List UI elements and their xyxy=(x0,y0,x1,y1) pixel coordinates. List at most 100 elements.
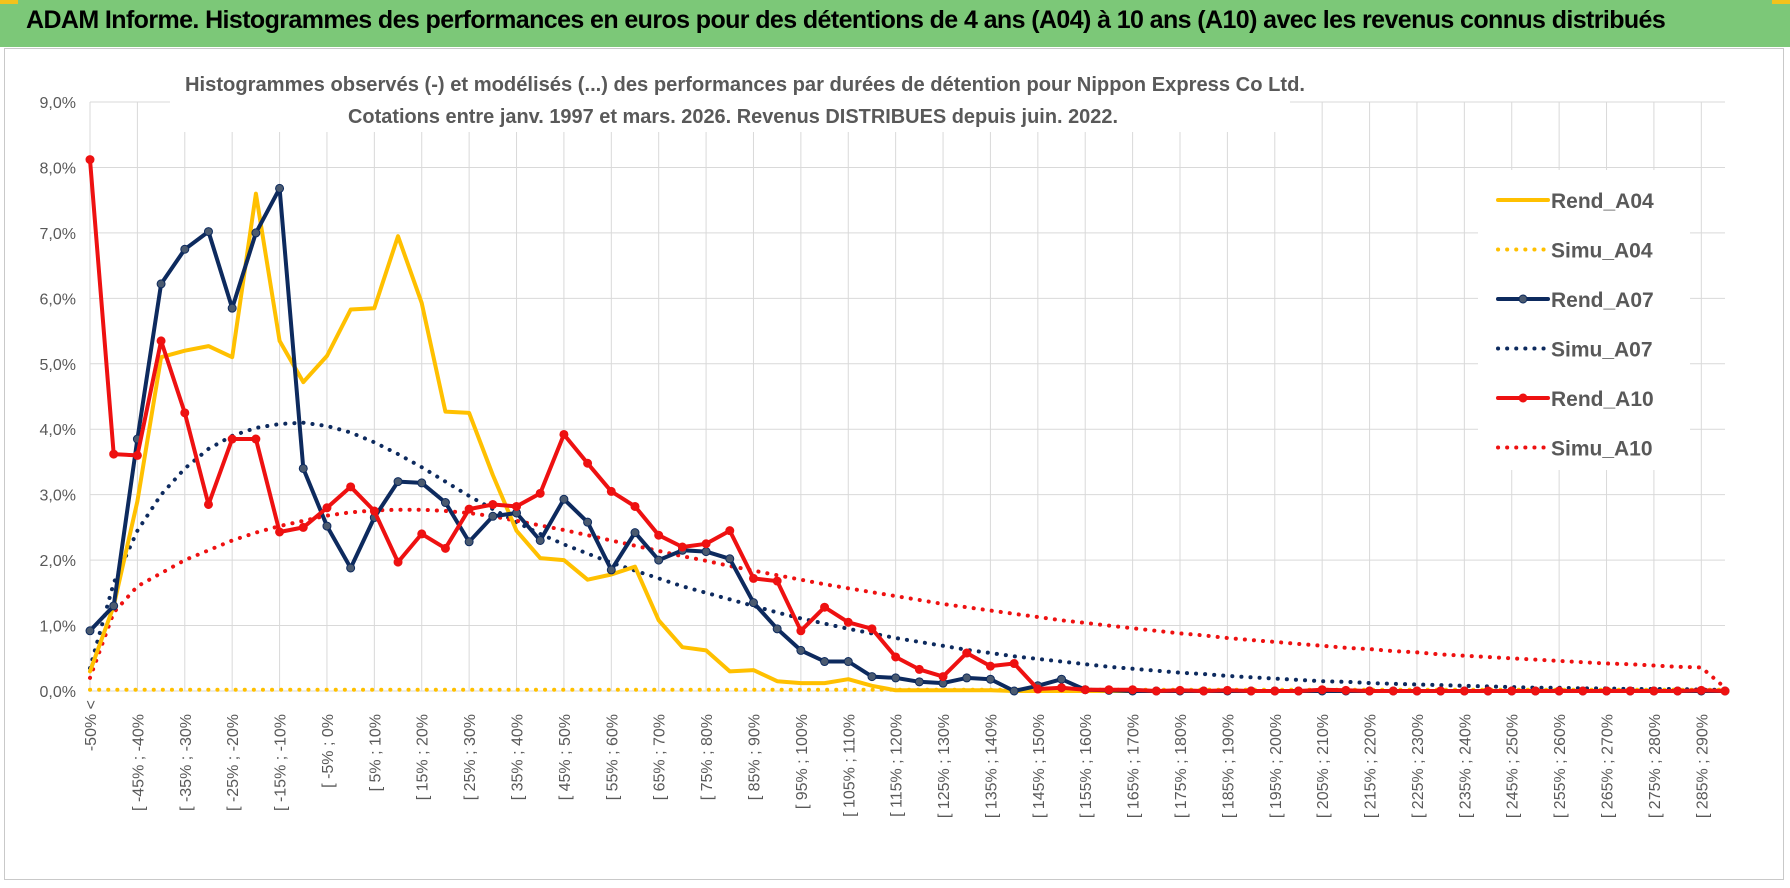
data-point xyxy=(1341,685,1351,695)
data-point xyxy=(820,657,830,667)
data-point xyxy=(1554,686,1564,696)
data-point xyxy=(701,539,711,549)
x-tick-label: [ -15% ; -10% xyxy=(273,714,290,811)
data-point xyxy=(772,576,782,586)
x-tick-label: [ 25% ; 30% xyxy=(462,714,479,800)
y-tick-label: 3,0% xyxy=(40,488,76,505)
data-point xyxy=(559,429,569,439)
data-point xyxy=(132,450,142,460)
data-point xyxy=(1199,686,1209,696)
data-point xyxy=(1436,686,1446,696)
chart-legend: Rend_A04 Simu_A04 Rend_A07 Simu_A07 Rend_A10… xyxy=(1478,170,1690,470)
data-point xyxy=(820,602,830,612)
x-tick-label: [ 155% ; 160% xyxy=(1078,714,1095,818)
x-tick-label: [ 205% ; 210% xyxy=(1315,714,1332,818)
data-point xyxy=(251,228,261,238)
data-point xyxy=(464,504,474,514)
data-point xyxy=(417,478,427,488)
x-tick-label: [ 215% ; 220% xyxy=(1363,714,1380,818)
data-point xyxy=(1293,686,1303,696)
data-point xyxy=(203,227,213,237)
data-point xyxy=(725,554,735,564)
x-tick-label: [ 85% ; 90% xyxy=(746,714,763,800)
x-tick-label: [ 55% ; 60% xyxy=(604,714,621,800)
data-point xyxy=(512,501,522,511)
x-tick-label: [ 275% ; 280% xyxy=(1647,714,1664,818)
data-point xyxy=(1009,659,1019,669)
data-point xyxy=(583,458,593,468)
legend-label-simu_a04: Simu_A04 xyxy=(1551,240,1653,263)
data-point xyxy=(630,528,640,538)
x-tick-label: -50% < xyxy=(83,700,100,751)
x-tick-label: [ 115% ; 120% xyxy=(889,714,906,817)
x-tick-label: [ 105% ; 110% xyxy=(841,714,858,817)
data-point xyxy=(867,672,877,682)
data-point xyxy=(1673,686,1683,696)
data-point xyxy=(796,626,806,636)
data-point xyxy=(583,517,593,527)
data-point xyxy=(654,530,664,540)
data-point xyxy=(867,624,877,634)
data-point xyxy=(606,565,616,575)
data-point xyxy=(1175,685,1185,695)
data-point xyxy=(251,434,261,444)
data-point xyxy=(298,522,308,532)
chart-subtitle: Cotations entre janv. 1997 et mars. 2026… xyxy=(348,106,1118,128)
legend-label-simu_a10: Simu_A10 xyxy=(1551,438,1653,461)
legend-label-simu_a07: Simu_A07 xyxy=(1551,339,1653,362)
data-point xyxy=(203,499,213,509)
x-tick-label: [ 95% ; 100% xyxy=(794,714,811,809)
data-point xyxy=(725,526,735,536)
x-tick-label: [ 45% ; 50% xyxy=(557,714,574,800)
y-tick-label: 4,0% xyxy=(40,422,76,439)
x-tick-label: [ -25% ; -20% xyxy=(225,714,242,811)
x-tick-label: [ 285% ; 290% xyxy=(1694,714,1711,818)
x-tick-label: [ -35% ; -30% xyxy=(178,714,195,811)
data-point xyxy=(346,482,356,492)
data-point xyxy=(1365,686,1375,696)
data-point xyxy=(654,555,664,565)
legend-label-rend_a04: Rend_A04 xyxy=(1551,190,1654,213)
data-point xyxy=(891,652,901,662)
series-line-simu_a10 xyxy=(88,507,1727,690)
y-tick-label: 9,0% xyxy=(40,95,76,112)
series-line-simu_a07 xyxy=(88,420,1727,692)
legend-label-rend_a10: Rend_A10 xyxy=(1551,388,1654,411)
data-point xyxy=(346,563,356,573)
data-point xyxy=(1459,686,1469,696)
data-point xyxy=(535,488,545,498)
data-point xyxy=(914,664,924,674)
y-tick-label: 2,0% xyxy=(40,553,76,570)
data-point xyxy=(1507,686,1517,696)
data-point xyxy=(796,645,806,655)
x-tick-label: [ 255% ; 260% xyxy=(1552,714,1569,818)
series-line-rend_a10 xyxy=(88,157,1727,693)
data-point xyxy=(914,677,924,687)
x-tick-label: [ 165% ; 170% xyxy=(1126,714,1143,818)
data-point xyxy=(701,547,711,557)
markers-rend_a10 xyxy=(85,155,1730,696)
report-header: ADAM Informe. Histogrammes des performan… xyxy=(0,0,1790,47)
y-tick-label: 8,0% xyxy=(40,160,76,177)
data-point xyxy=(180,408,190,418)
data-point xyxy=(630,501,640,511)
data-point xyxy=(748,573,758,583)
x-tick-label: [ 125% ; 130% xyxy=(936,714,953,818)
x-tick-label: [ 135% ; 140% xyxy=(983,714,1000,818)
header-accent-right xyxy=(1772,0,1790,4)
data-point xyxy=(1057,683,1067,693)
data-point xyxy=(1104,685,1114,695)
data-point xyxy=(393,557,403,567)
report-title: ADAM Informe. Histogrammes des performan… xyxy=(26,6,1666,34)
data-point xyxy=(227,303,237,313)
data-point xyxy=(322,503,332,513)
data-point xyxy=(440,498,450,508)
data-point xyxy=(417,529,427,539)
data-point xyxy=(298,463,308,473)
data-point xyxy=(985,674,995,684)
chart-title: Histogrammes observés (-) et modélisés (… xyxy=(185,74,1305,96)
data-point xyxy=(535,535,545,545)
data-point xyxy=(1151,686,1161,696)
data-point xyxy=(677,542,687,552)
